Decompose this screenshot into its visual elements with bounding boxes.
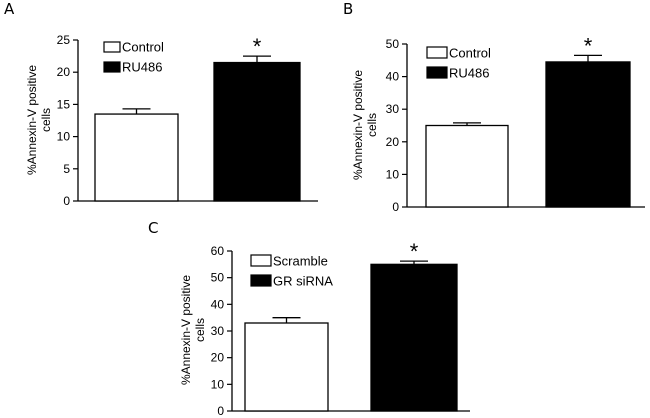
y-axis-label-line2: cells — [39, 108, 53, 132]
legend-swatch — [426, 66, 448, 79]
bar-ru486 — [213, 61, 301, 202]
y-axis-label: %Annexin-V positivecells — [25, 65, 53, 175]
legend-swatch — [250, 254, 272, 267]
y-axis-label: %Annexin-V positivecells — [179, 275, 207, 385]
y-tick-label: 10 — [211, 377, 225, 391]
y-tick-label: 10 — [57, 130, 71, 144]
y-tick-label: 20 — [211, 351, 225, 365]
significance-mark: * — [253, 34, 262, 59]
significance-mark: * — [410, 239, 419, 264]
legend-swatch — [426, 46, 448, 59]
bar-gr-sirna — [370, 263, 458, 412]
chart-panel-c: C %Annexin-V positivecells 0 10 20 30 40 50 60 * S… — [148, 219, 470, 418]
y-axis-label-line2: cells — [193, 318, 207, 342]
y-axis-label-line2: cells — [365, 113, 379, 137]
y-tick-label: 50 — [386, 37, 400, 51]
y-tick-label: 0 — [217, 404, 224, 418]
y-axis-label-line1: %Annexin-V positive — [351, 70, 365, 180]
legend-swatch — [103, 41, 121, 53]
y-axis-label: %Annexin-V positivecells — [351, 70, 379, 180]
significance-mark: * — [584, 33, 593, 58]
legend-swatch — [250, 274, 272, 287]
legend: Control RU486 — [426, 46, 491, 81]
y-tick-label: 0 — [63, 194, 70, 208]
legend: Scramble GR siRNA — [250, 254, 333, 289]
y-axis-label-line1: %Annexin-V positive — [179, 275, 193, 385]
legend-label: Scramble — [273, 254, 328, 269]
bar-control — [94, 113, 179, 202]
legend-label: Control — [122, 40, 164, 55]
y-tick-label: 10 — [386, 167, 400, 181]
panel-letter: A — [4, 0, 15, 18]
panel-letter: C — [148, 219, 158, 237]
y-tick-label: 5 — [63, 162, 70, 176]
y-tick-label: 40 — [211, 297, 225, 311]
panel-letter: B — [343, 0, 353, 18]
legend-label: Control — [449, 46, 491, 61]
legend-swatch — [103, 61, 121, 73]
legend-label: RU486 — [449, 66, 489, 81]
y-tick-label: 20 — [57, 65, 71, 79]
chart-panel-a: A %Annexin-V positivecells 0 5 10 15 20 25 * Cont… — [4, 0, 318, 208]
legend-label: RU486 — [122, 60, 162, 75]
chart-panel-b: B %Annexin-V positivecells 0 10 20 30 40 50 * Con… — [343, 0, 645, 214]
y-tick-label: 30 — [211, 324, 225, 338]
legend: Control RU486 — [103, 40, 164, 75]
y-tick-label: 60 — [211, 244, 225, 258]
y-tick-label: 50 — [211, 271, 225, 285]
bar-scramble — [244, 322, 329, 412]
y-tick-label: 20 — [386, 135, 400, 149]
y-tick-label: 15 — [57, 97, 71, 111]
y-tick-label: 40 — [386, 70, 400, 84]
y-tick-label: 30 — [386, 102, 400, 116]
y-tick-label: 0 — [392, 200, 399, 214]
y-tick-label: 25 — [57, 33, 71, 47]
y-axis-label-line1: %Annexin-V positive — [25, 65, 39, 175]
bar-ru486 — [545, 61, 631, 208]
legend-label: GR siRNA — [273, 274, 333, 289]
bar-control — [425, 124, 509, 208]
